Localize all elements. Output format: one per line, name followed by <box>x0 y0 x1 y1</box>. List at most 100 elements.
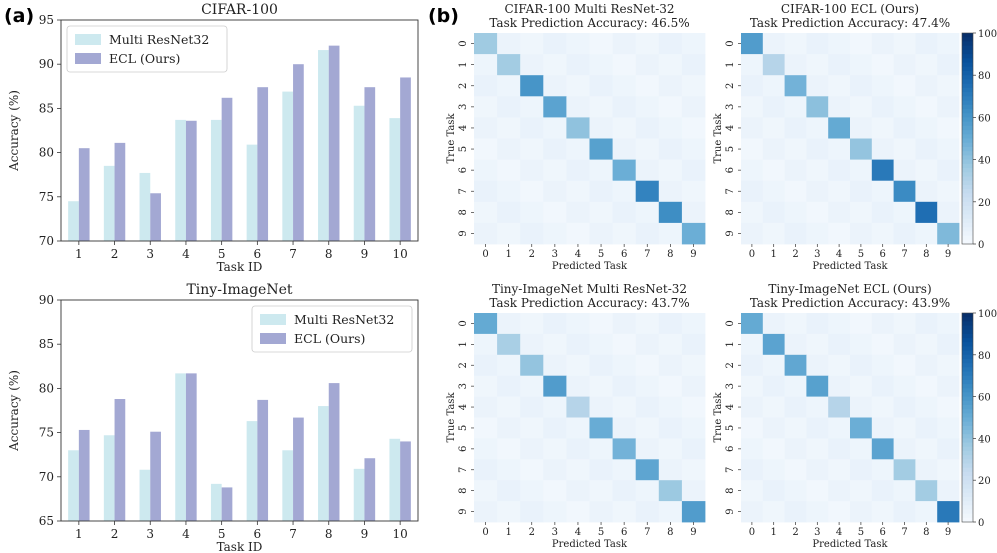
heatmap-cell <box>806 75 829 97</box>
panel-label-b: (b) <box>428 5 459 27</box>
y-tick-label: 75 <box>39 190 54 204</box>
x-axis-label: Task ID <box>217 540 263 553</box>
bar-multi-10 <box>389 438 401 521</box>
colorbar-segment <box>962 218 973 224</box>
colorbar-tick-label: 80 <box>978 71 991 82</box>
heatmap-cell <box>566 354 590 377</box>
heatmap-cell <box>566 396 590 418</box>
heatmap-cell <box>543 96 567 118</box>
hm-y-axis-label: True Task <box>446 113 457 164</box>
colorbar-segment <box>962 41 973 47</box>
heatmap-cell <box>784 138 807 160</box>
heatmap-cell <box>589 375 613 397</box>
hm-y-tick-label: 7 <box>725 467 736 473</box>
heatmap-cell <box>871 159 894 182</box>
heatmap-cell <box>612 201 637 224</box>
heatmap-cell <box>784 396 807 418</box>
heatmap-cell <box>612 333 637 356</box>
legend-box <box>66 25 228 73</box>
x-tick-label: 1 <box>75 527 83 541</box>
bar-ecl-10 <box>400 77 411 242</box>
bar-ecl-1 <box>78 148 90 241</box>
heatmap-cell <box>784 333 807 356</box>
heatmap-cell <box>806 417 829 439</box>
hm-x-tick-label: 3 <box>552 249 558 260</box>
colorbar-segment <box>962 342 973 347</box>
colorbar-segment <box>962 83 973 89</box>
heatmap-cell <box>566 375 590 397</box>
heatmap-cell <box>635 396 660 418</box>
heatmap-cell <box>497 96 521 118</box>
heatmap-cell <box>784 201 807 224</box>
heatmap-cell <box>806 333 829 356</box>
colorbar-tick-label: 100 <box>978 309 997 320</box>
heatmap-cell <box>520 459 544 481</box>
heatmap-cell <box>635 333 660 356</box>
heatmap-cell <box>474 354 498 377</box>
bar-multi-5 <box>210 483 222 521</box>
heatmap-cell <box>520 501 544 523</box>
heatmap-title-line: CIFAR-100 Multi ResNet-32 <box>504 2 674 16</box>
heatmap-cell <box>520 333 544 356</box>
heatmap-cell <box>635 222 660 245</box>
heatmap-cell <box>915 480 938 502</box>
heatmap-cell <box>612 459 637 481</box>
bar-multi-7 <box>282 91 294 241</box>
heatmap-cell <box>497 480 521 502</box>
bar-ecl-2 <box>114 399 126 521</box>
heatmap-cell <box>784 480 807 502</box>
heatmap-cell <box>612 396 637 418</box>
colorbar-segment <box>962 459 973 464</box>
heatmap-cell <box>474 33 498 55</box>
colorbar-segment <box>962 138 973 144</box>
x-tick-label: 2 <box>111 527 119 541</box>
colorbar-segment <box>962 210 973 215</box>
heatmap-cell <box>635 138 660 160</box>
heatmap-cell <box>937 375 960 397</box>
heatmap-cell <box>589 201 613 224</box>
colorbar-segment <box>962 396 973 402</box>
heatmap-cell <box>937 159 960 182</box>
heatmap-cell <box>635 33 660 55</box>
heatmap-cell <box>937 33 960 55</box>
heatmap-cell <box>871 201 894 224</box>
heatmap-cell <box>681 117 706 139</box>
heatmap-cell <box>806 354 829 377</box>
hm-y-tick-label: 6 <box>725 167 736 173</box>
heatmap-cell <box>762 480 785 502</box>
heatmap-cell <box>937 417 960 439</box>
heatmap-cell <box>497 159 521 182</box>
heatmap-cell <box>566 313 590 335</box>
x-tick-label: 5 <box>218 247 226 261</box>
colorbar-segment <box>962 513 973 519</box>
heatmap-cell <box>893 459 916 481</box>
heatmap-cell <box>893 333 916 356</box>
hm-y-tick-label: 8 <box>725 209 736 215</box>
heatmap-cell <box>937 438 960 460</box>
colorbar-segment <box>962 404 973 410</box>
hm-y-tick-label: 2 <box>725 83 736 89</box>
hm-x-tick-label: 7 <box>901 527 907 538</box>
heatmap-cell <box>681 313 706 335</box>
heatmap-cell <box>589 333 613 356</box>
hm-x-tick-label: 2 <box>529 249 535 260</box>
hm-x-tick-label: 7 <box>901 249 907 260</box>
heatmap-cell <box>871 375 894 397</box>
heatmap-cell <box>543 159 567 182</box>
colorbar-segment <box>962 367 973 373</box>
heatmap-cell <box>871 117 894 139</box>
y-tick-label: 85 <box>39 337 54 351</box>
heatmap-cell <box>658 96 683 118</box>
bar-multi-5 <box>210 119 222 241</box>
bar-ecl-5 <box>221 97 233 242</box>
legend-entry-1: ECL (Ours) <box>109 51 180 66</box>
heatmap-cell <box>589 222 613 245</box>
heatmap-cell <box>681 459 706 481</box>
heatmap-cell <box>612 96 637 118</box>
heatmap-cell <box>474 375 498 397</box>
heatmap-cell <box>915 159 938 182</box>
heatmap-cell <box>741 201 764 224</box>
heatmap-cell <box>474 313 498 335</box>
heatmap-cell <box>612 117 637 139</box>
heatmap-cell <box>741 33 764 55</box>
